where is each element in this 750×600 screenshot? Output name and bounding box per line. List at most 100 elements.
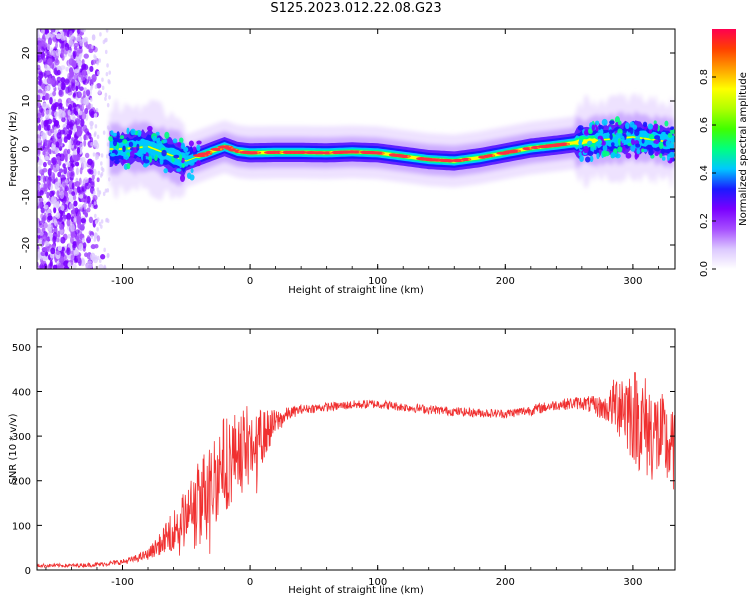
spectrogram-noise-cell: [67, 261, 72, 268]
spectrogram-noise-cell: [96, 177, 100, 183]
spectrogram-noise-cell: [61, 55, 65, 61]
spectrogram-noise-cell: [67, 109, 71, 116]
spectrogram-noise-cell: [96, 187, 100, 192]
spectrogram-noise-cell: [96, 227, 99, 232]
spectrogram-noise-cell: [82, 90, 86, 99]
spectrogram-speckle-cell: [625, 152, 632, 159]
snr-ytick-label: 100: [12, 521, 31, 532]
spectrogram-noise-cell: [52, 138, 57, 145]
spectrogram-speckle-cell: [599, 130, 604, 135]
spectrogram-speckle-cell: [164, 131, 170, 139]
spectrogram-speckle-cell: [595, 127, 599, 132]
spectrogram-speckle-cell: [648, 133, 655, 140]
spectrogram-noise-cell: [53, 218, 57, 226]
spectrogram-speckle-cell: [602, 144, 608, 152]
spectrogram-peak-edge: [209, 151, 213, 154]
spectrogram-noise-cell: [83, 139, 87, 147]
colorbar-tick-label: 0.6: [699, 117, 710, 133]
spectrogram-noise-cell: [87, 235, 91, 241]
spectrogram-speckle-cell: [128, 141, 134, 148]
spectrogram-speckle-cell: [188, 140, 194, 147]
spectrogram-noise-cell: [77, 204, 84, 209]
spectrogram-speckle-cell: [130, 128, 136, 136]
spectrogram-speckle-cell: [648, 148, 654, 156]
spectrogram-noise-cell: [45, 109, 51, 117]
spectrogram-noise-cell: [79, 136, 83, 142]
spectrogram-noise-cell: [72, 194, 77, 201]
spectrogram-noise-cell: [42, 150, 46, 156]
spectrogram-noise-cell: [94, 213, 97, 219]
spectrogram-noise-cell: [98, 221, 102, 227]
spectrogram-noise-cell: [41, 89, 46, 95]
spectrogram-noise-cell: [41, 238, 45, 246]
spectrogram-noise-cell: [76, 91, 82, 99]
spectrogram-noise-cell: [96, 61, 100, 66]
spectrogram-speckle-cell: [184, 162, 189, 167]
spectrogram-speckle-cell: [621, 135, 625, 144]
spectrogram-noise-cell: [56, 69, 61, 76]
spectrogram-noise-cell: [74, 80, 80, 86]
spectrogram-noise-cell: [68, 129, 73, 136]
spectrogram-speckle-cell: [609, 120, 615, 125]
spectrogram-noise-cell: [89, 181, 95, 189]
spectrogram-noise-cell: [73, 74, 79, 81]
spectrogram-noise-cell: [78, 243, 84, 252]
spectrogram-noise-cell: [69, 165, 73, 173]
spectrogram-noise-cell: [73, 257, 79, 264]
spectrogram-noise-cell: [56, 201, 60, 209]
spectrogram-speckle-cell: [196, 160, 202, 167]
spectrogram-noise-cell: [84, 128, 89, 134]
spectrogram-noise-cell: [94, 265, 98, 269]
spectrogram-speckle-cell: [653, 123, 659, 131]
spectrogram-speckle-cell: [179, 137, 184, 144]
spectrogram-noise-cell: [76, 146, 81, 154]
spectrogram-noise-cell: [86, 195, 91, 205]
spectrogram-noise-cell: [38, 78, 42, 86]
spectrogram-speckle-cell: [617, 120, 622, 126]
spectrogram-noise-cell: [52, 264, 58, 269]
spectrogram-speckle-cell: [147, 125, 153, 132]
spectrogram-noise-cell: [46, 43, 51, 51]
spectrogram-speckle-cell: [119, 135, 125, 140]
spectrogram-noise-cell: [75, 49, 80, 57]
spectrogram-speckle-cell: [578, 151, 582, 157]
spectrogram-noise-cell: [59, 223, 64, 230]
spectrogram-noise-cell: [50, 247, 56, 255]
spectrogram-speckle-cell: [136, 143, 140, 151]
spectrogram-ytick-label: -20: [21, 237, 32, 253]
spectrogram-noise-cell: [52, 90, 57, 97]
spectrogram-speckle-cell: [123, 154, 130, 160]
spectrogram-noise-cell: [79, 118, 85, 127]
spectrogram-speckle-cell: [654, 151, 659, 156]
spectrogram-noise-cell: [37, 190, 41, 198]
spectrogram-noise-cell: [101, 77, 104, 82]
spectrogram-speckle-cell: [598, 124, 604, 131]
spectrogram-noise-cell: [74, 249, 78, 255]
spectrogram-speckle-cell: [664, 120, 669, 127]
spectrogram-noise-cell: [67, 233, 71, 239]
spectrogram-noise-cell: [59, 109, 65, 118]
spectrogram-noise-cell: [37, 64, 41, 71]
spectrogram-speckle-cell: [142, 154, 146, 163]
spectrogram-noise-cell: [93, 143, 96, 148]
spectrogram-noise-cell: [85, 89, 91, 97]
spectrogram-noise-cell: [37, 29, 41, 33]
spectrogram-speckle-cell: [614, 141, 619, 148]
spectrogram-peak-edge: [279, 151, 282, 154]
spectrogram-noise-cell: [60, 81, 65, 90]
spectrogram-speckle-cell: [112, 139, 118, 147]
spectrogram-noise-cell: [79, 98, 85, 105]
spectrogram-noise-cell: [102, 191, 106, 197]
spectrogram-speckle-cell: [635, 134, 641, 141]
spectrogram-speckle-cell: [122, 159, 127, 164]
spectrogram-speckle-cell: [587, 140, 593, 146]
snr-panel: -100 0 100 200 300 0 100 200 300 400 500 Height of…: [8, 328, 676, 596]
spectrogram-speckle-cell: [583, 129, 590, 136]
spectrogram-noise-cell: [55, 49, 61, 57]
spectrogram-speckle-cell: [179, 154, 183, 162]
spectrogram-speckle-cell: [122, 139, 128, 144]
spectrogram-noise-cell: [87, 158, 93, 166]
spectrogram-noise-cell: [69, 70, 75, 78]
colorbar-ticks: 0.0 0.2 0.4 0.6 0.8: [699, 69, 716, 277]
spectrogram-noise-cell: [57, 230, 61, 238]
